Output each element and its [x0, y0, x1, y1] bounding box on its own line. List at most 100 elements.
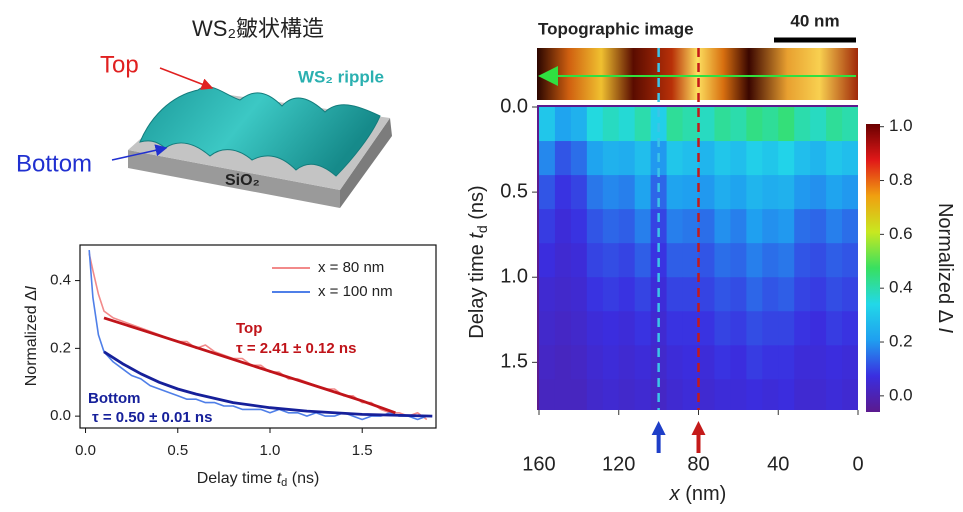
heatmap-cell: [538, 277, 556, 312]
heatmap-cell: [762, 243, 779, 278]
y-tick-label: 0.0: [500, 95, 528, 117]
heatmap-cell: [810, 141, 827, 176]
heatmap-cell: [730, 311, 747, 346]
decay-chart: Delay time td (ns) Normalized ΔI: [23, 244, 437, 489]
substrate-front: [128, 150, 340, 208]
heatmap-cell: [794, 345, 811, 380]
heatmap-cell: [746, 311, 763, 346]
heatmap-cell: [602, 141, 620, 176]
heatmap-cell: [618, 175, 636, 210]
colorbar-tick-label: 0.6: [889, 224, 913, 243]
heatmap-cell: [618, 209, 636, 244]
annotation: τ = 0.50 ± 0.01 ns: [92, 409, 212, 426]
heatmap-cell: [586, 209, 604, 244]
heatmap-cell: [650, 175, 668, 210]
heatmap-cell: [778, 311, 795, 346]
x-label-part: (nm): [680, 483, 727, 505]
x-label-part: (ns): [287, 470, 319, 487]
heatmap-cell: [666, 345, 684, 380]
y-label-part: I: [23, 285, 40, 290]
heatmap-cell: [602, 345, 620, 380]
fit-line: [103, 350, 433, 418]
heatmap-cell: [762, 209, 779, 244]
y-axis-label: Delay time td (ns): [466, 185, 489, 338]
x-tick-label: 120: [602, 453, 635, 475]
heatmap-cell: [810, 277, 827, 312]
heatmap-cell: [826, 209, 843, 244]
x-tick-label: 160: [522, 453, 555, 475]
heatmap-cell: [746, 175, 763, 210]
colorbar-tick-label: 0.8: [889, 170, 913, 189]
heatmap-cell: [666, 243, 684, 278]
heatmap-cell: [698, 209, 715, 244]
y-tick-label: 1.5: [500, 351, 528, 373]
heatmap-cell: [618, 311, 636, 346]
annotation: Top: [236, 320, 262, 337]
x-tick-label: 1.5: [352, 442, 373, 459]
heatmap-cell: [634, 107, 652, 142]
heatmap-cell: [602, 107, 620, 142]
colorbar-label: Normalized Δ I: [934, 203, 956, 334]
heatmap-cell: [810, 107, 827, 142]
heatmap-cell: [602, 379, 620, 410]
heatmap-cell: [554, 345, 572, 380]
heatmap-cell: [618, 141, 636, 176]
x-label-part: Delay time: [197, 470, 277, 487]
heatmap-cell: [538, 175, 556, 210]
scale-bar-label: 40 nm: [790, 11, 839, 30]
heatmap-cell: [794, 243, 811, 278]
heatmap-cell: [698, 141, 715, 176]
heatmap-cell: [682, 243, 699, 278]
y-label-part: Normalized Δ: [23, 290, 40, 386]
heatmap-cell: [586, 141, 604, 176]
heatmap-cell: [762, 345, 779, 380]
colorbar: [866, 124, 880, 412]
heatmap-cell: [554, 209, 572, 244]
heatmap-cell: [634, 345, 652, 380]
heatmap-cell: [794, 311, 811, 346]
heatmap-cell: [634, 311, 652, 346]
x-tick-label: 0.0: [75, 442, 96, 459]
illustration: WS₂皺状構造 Top WS₂ ripple Bottom SiO₂: [16, 16, 392, 208]
x-tick-label: 80: [687, 453, 709, 475]
heatmap-cell: [778, 277, 795, 312]
x-tick-label: 1.0: [260, 442, 281, 459]
heatmap-cell: [746, 141, 763, 176]
heatmap-cell: [842, 141, 858, 176]
heatmap-cell: [538, 311, 556, 346]
heatmap-cell: [682, 277, 699, 312]
heatmap-chart: Topographic image 40 nm x (nm) Delay tim…: [466, 11, 955, 505]
plot-frame: [79, 244, 437, 429]
heatmap-cell: [570, 379, 588, 410]
heatmap-cell: [762, 107, 779, 142]
heatmap-cell: [730, 379, 747, 410]
y-label-part: (ns): [466, 185, 488, 225]
top-label: Top: [100, 51, 139, 78]
heatmap-cell: [538, 209, 556, 244]
heatmap-cell: [634, 141, 652, 176]
heatmap-cell: [794, 209, 811, 244]
heatmap-cell: [666, 277, 684, 312]
heatmap-cell: [682, 345, 699, 380]
heatmap-cell: [826, 345, 843, 380]
colorbar-tick-label: 0.4: [889, 278, 913, 297]
heatmap-cell: [810, 379, 827, 410]
heatmap-cell: [778, 175, 795, 210]
heatmap-cell: [586, 311, 604, 346]
heatmap-cell: [746, 345, 763, 380]
heatmap-cell: [586, 243, 604, 278]
annotation: τ = 2.41 ± 0.12 ns: [236, 340, 356, 357]
heatmap-cell: [554, 141, 572, 176]
heatmap-cell: [538, 379, 556, 410]
heatmap-cell: [538, 141, 556, 176]
heatmap-cell: [810, 345, 827, 380]
heatmap-cell: [618, 277, 636, 312]
heatmap-cell: [618, 379, 636, 410]
heatmap-cell: [618, 107, 636, 142]
heatmap-cell: [826, 107, 843, 142]
heatmap-cell: [538, 243, 556, 278]
heatmap-cell: [698, 311, 715, 346]
annotation: Bottom: [88, 390, 141, 407]
heatmap-cell: [826, 277, 843, 312]
heatmap-cell: [842, 379, 858, 410]
